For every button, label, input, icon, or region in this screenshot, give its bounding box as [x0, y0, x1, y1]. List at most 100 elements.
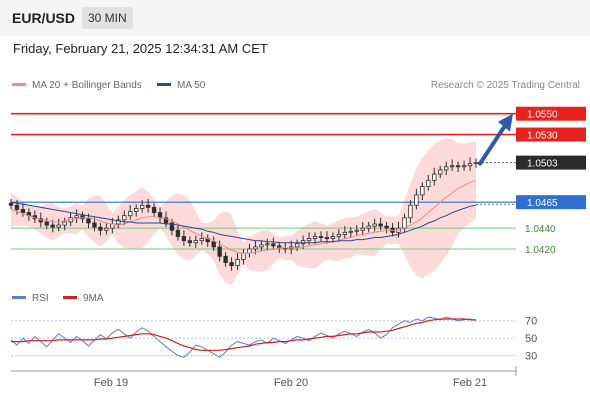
candle-body [271, 243, 276, 247]
candle-body [306, 238, 312, 242]
candle-body [62, 221, 67, 226]
candle-body [44, 221, 49, 226]
rsi-tick-label: 50 [525, 333, 537, 345]
legend-ma20-label: MA 20 + Bollinger Bands [32, 80, 142, 91]
candle-body [169, 222, 175, 231]
candle-body [426, 179, 431, 187]
rsi-ma-swatch [63, 295, 77, 299]
rsi-ma-line [11, 318, 476, 351]
legend-rsi-ma: 9MA [63, 293, 104, 304]
candle-body [438, 169, 443, 175]
candle-body [330, 236, 336, 239]
candle-body [455, 165, 461, 168]
rsi-line [10, 316, 477, 358]
x-tick-label: Feb 20 [274, 377, 308, 389]
ma20-swatch [12, 82, 26, 86]
forecast-arrow-shaft [478, 123, 507, 166]
candle-body [181, 236, 187, 242]
x-tick-label: Feb 21 [453, 377, 487, 389]
candle-body [420, 186, 425, 196]
candle-body [402, 217, 407, 229]
resistance-tag [516, 106, 586, 121]
candle-body [473, 162, 479, 165]
candle-body [324, 237, 330, 239]
resistance-label: 1.0550 [527, 110, 558, 121]
candle-body [461, 165, 467, 168]
candle-body [223, 255, 228, 263]
ma20-line [10, 179, 477, 254]
candle-body [360, 227, 365, 231]
x-tick-label: Feb 19 [94, 377, 128, 389]
candle-body [20, 209, 26, 213]
chart-datetime: Friday, February 21, 2025 12:34:31 AM CE… [13, 41, 268, 56]
candle-body [134, 208, 139, 212]
legend-rsi-ma-label: 9MA [83, 293, 104, 304]
rsi-tick-label: 30 [525, 351, 537, 363]
candle-body [366, 225, 371, 229]
timeframe-button[interactable]: 30 MIN [82, 7, 133, 29]
ma50-line [10, 201, 477, 244]
candle-body [187, 240, 193, 244]
candle-body [92, 222, 97, 228]
candle-body [467, 163, 473, 167]
copyright-text: Research © 2025 Trading Central [430, 80, 580, 91]
legend-rsi: RSI [12, 293, 49, 304]
candle-body [342, 231, 348, 235]
candle-body [414, 194, 419, 206]
candle-body [157, 212, 163, 219]
candle-body [211, 241, 216, 248]
candle-body [122, 215, 127, 221]
candle-body [116, 219, 121, 225]
candle-body [259, 244, 264, 248]
candle-body [235, 258, 240, 267]
legend-ma20-bollinger: MA 20 + Bollinger Bands [12, 80, 142, 91]
candle-body [163, 217, 169, 224]
candle-body [444, 166, 449, 171]
candle-body [104, 227, 109, 231]
pivot-tag [516, 195, 586, 210]
candle-body [378, 223, 383, 227]
candle-body [354, 229, 359, 232]
candle-body [253, 246, 258, 250]
candle-body [449, 165, 455, 168]
forecast-arrow-head [498, 113, 513, 132]
candle-body [139, 204, 145, 209]
candle-body [265, 243, 270, 246]
candle-body [8, 202, 14, 206]
candle-body [50, 224, 55, 228]
candle-body [80, 215, 85, 220]
candle-body [193, 240, 198, 244]
candle-body [318, 236, 324, 238]
candle-body [86, 218, 91, 224]
candle-body [336, 234, 342, 237]
candle-body [175, 229, 181, 237]
candle-body [372, 223, 377, 227]
header-bar: EUR/USD 30 MIN [0, 0, 590, 36]
candle-body [384, 225, 389, 229]
resistance-label: 1.0530 [527, 131, 558, 142]
last-price-tag [516, 155, 586, 170]
candle-body [408, 204, 413, 219]
candle-body [145, 204, 151, 208]
rsi-swatch [12, 295, 26, 299]
candle-body [98, 226, 103, 231]
candle-body [229, 262, 234, 267]
candle-body [74, 215, 79, 219]
rsi-tick-label: 70 [525, 316, 537, 328]
candle-body [14, 204, 20, 210]
candle-body [199, 238, 204, 242]
legend-ma50: MA 50 [157, 80, 205, 91]
candle-body [241, 252, 246, 260]
candle-body [217, 246, 222, 257]
ma50-swatch [157, 82, 171, 86]
candle-body [348, 230, 353, 233]
candle-body [432, 173, 437, 181]
resistance-tag [516, 127, 586, 142]
candle-body [128, 211, 133, 217]
candle-body [151, 206, 157, 213]
legend-ma50-label: MA 50 [177, 80, 206, 91]
symbol-label: EUR/USD [12, 10, 76, 26]
support-label: 1.0440 [525, 224, 556, 235]
candle-body [312, 236, 318, 239]
